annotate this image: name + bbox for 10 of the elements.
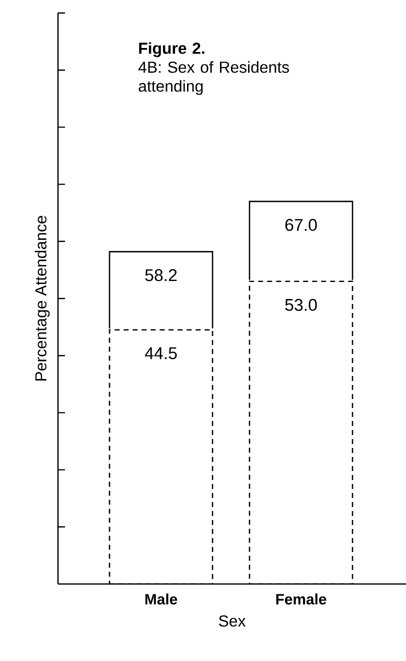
y-axis-title: Percentage Attendance (34, 216, 50, 380)
data-label: 44.5 (144, 347, 177, 360)
total-label: 58.2 (145, 269, 177, 282)
x-tick-label: Male (145, 594, 178, 604)
total-label: 67.0 (285, 218, 317, 231)
data-label: 53.0 (285, 298, 317, 311)
chart-subtitle: 4B: Sex of Residents attending (138, 61, 289, 95)
chart-title: Figure 2. (139, 42, 204, 58)
x-axis-title: Sex (218, 615, 246, 627)
x-tick-label: Female (276, 594, 326, 604)
